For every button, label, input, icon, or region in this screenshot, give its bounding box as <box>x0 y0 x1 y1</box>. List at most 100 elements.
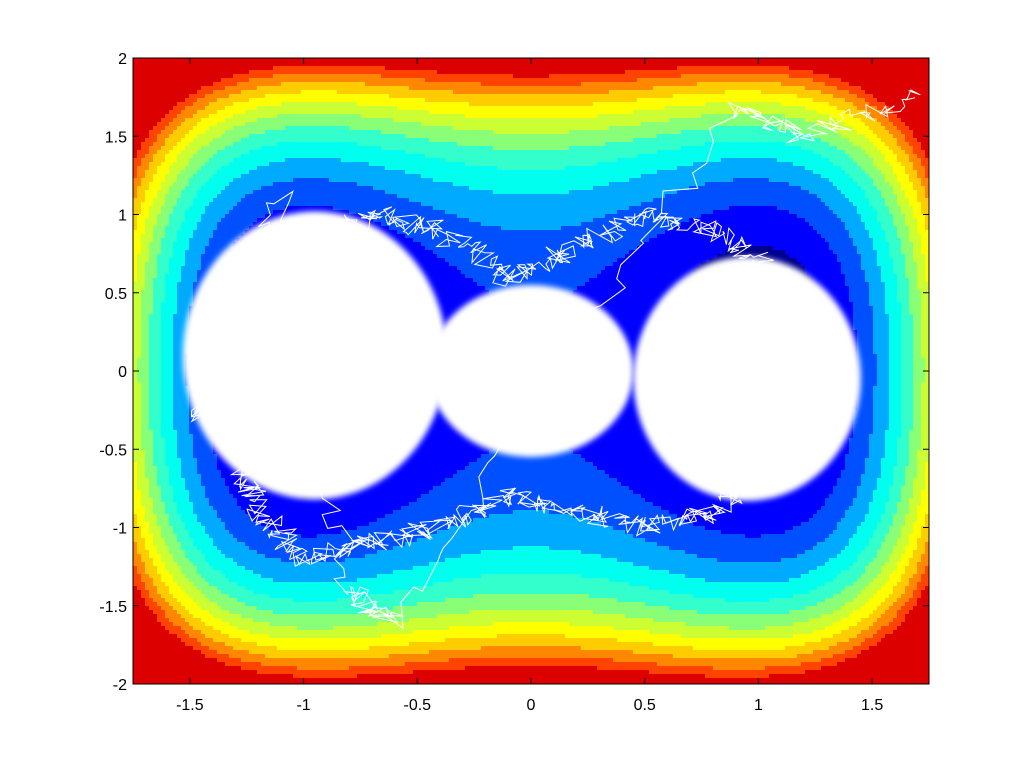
contour-cell <box>649 118 654 123</box>
contour-cell <box>273 62 278 67</box>
contour-cell <box>285 118 290 123</box>
contour-cell <box>565 86 570 91</box>
contour-cell <box>653 66 658 71</box>
contour-cell <box>473 110 478 115</box>
contour-cell <box>513 106 518 111</box>
contour-cell <box>541 142 546 147</box>
contour-cell <box>885 62 890 67</box>
contour-cell <box>485 102 490 107</box>
contour-cell <box>721 110 726 115</box>
contour-cell <box>581 90 586 95</box>
contour-cell <box>869 142 874 147</box>
contour-cell <box>509 114 514 119</box>
contour-cell <box>597 82 602 87</box>
contour-cell <box>385 146 390 151</box>
contour-cell <box>529 98 534 103</box>
contour-cell <box>233 74 238 79</box>
contour-cell <box>681 94 686 99</box>
contour-cell <box>469 126 474 131</box>
contour-cell <box>709 86 714 91</box>
contour-cell <box>293 134 298 139</box>
contour-cell <box>693 94 698 99</box>
contour-cell <box>789 110 794 115</box>
contour-cell <box>185 86 190 91</box>
contour-cell <box>721 114 726 119</box>
contour-cell <box>213 90 218 95</box>
contour-cell <box>385 66 390 71</box>
contour-cell <box>197 150 202 155</box>
contour-cell <box>781 74 786 79</box>
contour-cell <box>349 110 354 115</box>
contour-cell <box>265 86 270 91</box>
contour-cell <box>793 150 798 155</box>
contour-cell <box>189 70 194 75</box>
contour-cell <box>529 138 534 143</box>
contour-cell <box>781 66 786 71</box>
contour-cell <box>633 106 638 111</box>
contour-cell <box>233 78 238 83</box>
contour-cell <box>513 70 518 75</box>
contour-cell <box>405 98 410 103</box>
contour-cell <box>845 86 850 91</box>
contour-cell <box>253 62 258 67</box>
contour-cell <box>741 130 746 135</box>
contour-cell <box>153 154 158 159</box>
contour-cell <box>785 150 790 155</box>
contour-cell <box>821 98 826 103</box>
contour-cell <box>629 142 634 147</box>
contour-cell <box>601 106 606 111</box>
contour-cell <box>197 58 202 63</box>
contour-cell <box>853 78 858 83</box>
contour-cell <box>877 138 882 143</box>
contour-cell <box>305 122 310 127</box>
contour-cell <box>285 102 290 107</box>
contour-cell <box>177 126 182 131</box>
contour-cell <box>685 78 690 83</box>
contour-cell <box>921 102 926 107</box>
contour-cell <box>389 138 394 143</box>
contour-cell <box>433 98 438 103</box>
contour-cell <box>861 70 866 75</box>
contour-cell <box>417 150 422 155</box>
contour-cell <box>313 98 318 103</box>
contour-cell <box>473 82 478 87</box>
contour-cell <box>737 142 742 147</box>
contour-cell <box>265 122 270 127</box>
contour-cell <box>873 122 878 127</box>
contour-cell <box>333 82 338 87</box>
contour-cell <box>693 66 698 71</box>
contour-cell <box>833 114 838 119</box>
contour-cell <box>517 94 522 99</box>
contour-cell <box>405 106 410 111</box>
contour-cell <box>613 62 618 67</box>
contour-cell <box>629 134 634 139</box>
contour-cell <box>677 142 682 147</box>
contour-cell <box>529 146 534 151</box>
contour-cell <box>465 146 470 151</box>
contour-cell <box>673 102 678 107</box>
contour-cell <box>193 102 198 107</box>
contour-cell <box>473 118 478 123</box>
contour-cell <box>841 134 846 139</box>
contour-cell <box>789 114 794 119</box>
contour-cell <box>409 62 414 67</box>
contour-cell <box>601 70 606 75</box>
contour-cell <box>425 74 430 79</box>
contour-cell <box>353 142 358 147</box>
contour-cell <box>205 78 210 83</box>
contour-cell <box>509 86 514 91</box>
contour-cell <box>225 74 230 79</box>
contour-cell <box>797 106 802 111</box>
contour-cell <box>381 150 386 155</box>
contour-cell <box>633 150 638 155</box>
contour-cell <box>589 102 594 107</box>
contour-cell <box>885 74 890 79</box>
contour-cell <box>709 74 714 79</box>
contour-cell <box>821 134 826 139</box>
contour-cell <box>505 146 510 151</box>
contour-cell <box>401 78 406 83</box>
contour-cell <box>201 150 206 155</box>
contour-cell <box>573 114 578 119</box>
contour-cell <box>873 70 878 75</box>
contour-cell <box>293 106 298 111</box>
